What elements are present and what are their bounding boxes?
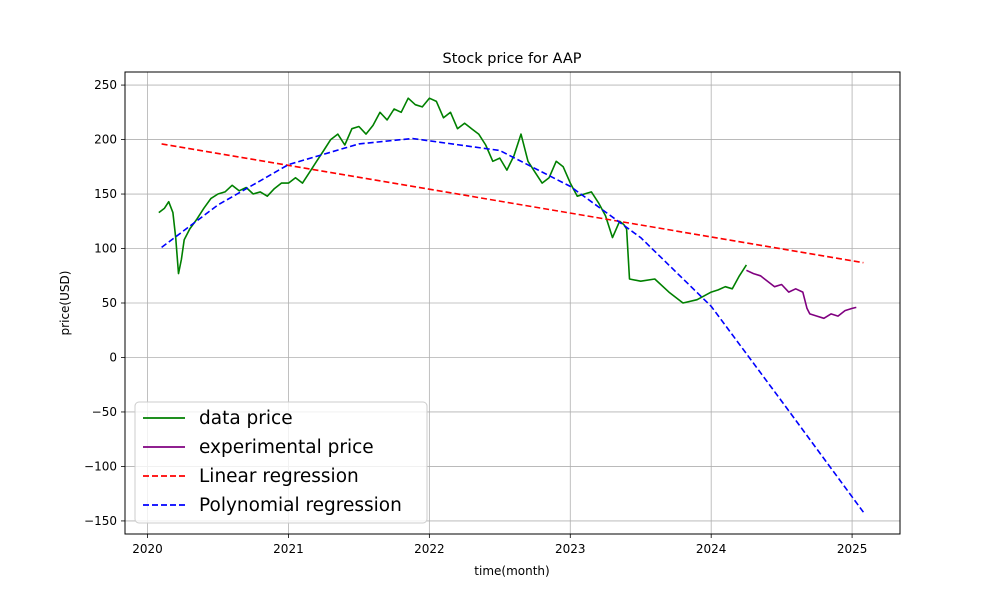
- legend-label-0: data price: [199, 408, 293, 429]
- x-tick-label: 2023: [555, 542, 586, 556]
- y-tick-label: 100: [94, 242, 117, 256]
- x-tick-label: 2022: [414, 542, 445, 556]
- legend-label-3: Polynomial regression: [199, 495, 402, 516]
- x-tick-label: 2025: [837, 542, 868, 556]
- y-tick-label: 250: [94, 78, 117, 92]
- y-tick-label: 200: [94, 133, 117, 147]
- x-tick-label: 2021: [273, 542, 304, 556]
- y-axis-ticks: −150 −100 −50 0 50 100 150 200 250: [84, 78, 125, 528]
- y-axis-label: price(USD): [58, 271, 72, 336]
- y-tick-label: 0: [109, 350, 117, 364]
- y-tick-label: −100: [84, 459, 117, 473]
- legend: data price experimental price Linear regre…: [134, 401, 428, 524]
- x-tick-label: 2024: [696, 542, 727, 556]
- legend-label-1: experimental price: [199, 437, 374, 458]
- series-line-3: [161, 137, 865, 513]
- series-line-2: [161, 143, 864, 264]
- y-tick-label: 50: [102, 296, 117, 310]
- x-axis-ticks: 2020 2021 2022 2023 2024 2025: [132, 534, 867, 556]
- y-tick-label: −150: [84, 514, 117, 528]
- x-tick-label: 2020: [132, 542, 163, 556]
- chart-title: Stock price for AAP: [443, 51, 582, 67]
- y-tick-label: −50: [92, 405, 117, 419]
- legend-label-2: Linear regression: [199, 466, 359, 487]
- legend-box: [134, 401, 428, 524]
- x-axis-label: time(month): [474, 564, 549, 578]
- series-lines: [158, 97, 865, 513]
- series-line-1: [746, 269, 857, 320]
- y-tick-label: 150: [94, 187, 117, 201]
